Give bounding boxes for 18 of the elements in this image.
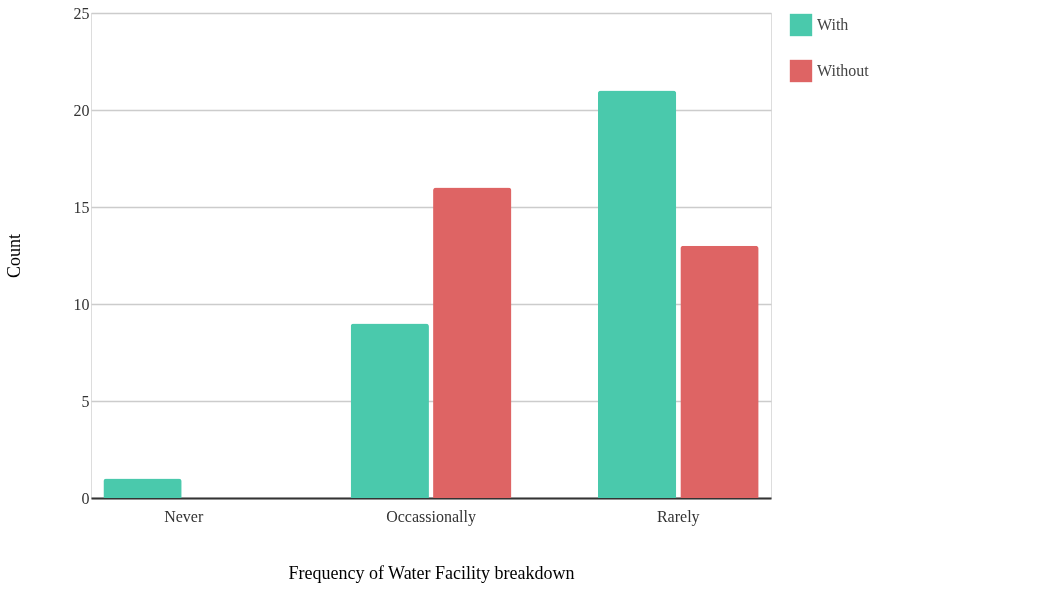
bar	[597, 90, 677, 498]
bar	[433, 187, 512, 498]
bar	[103, 478, 182, 498]
x-tick-label: Occassionally	[386, 507, 476, 526]
bar	[680, 245, 759, 498]
y-tick-label: 10	[73, 295, 90, 313]
legend-label: With	[817, 16, 849, 33]
y-tick-label: 5	[81, 392, 90, 410]
x-tick-label: Rarely	[656, 507, 700, 526]
y-tick-label: 20	[73, 101, 90, 119]
x-tick-label: Never	[164, 507, 204, 525]
y-tick-label: 25	[73, 4, 90, 22]
x-axis-title: Frequency of Water Facility breakdown	[288, 562, 575, 583]
y-axis-title: Count	[3, 233, 24, 279]
legend-label: Without	[817, 62, 870, 79]
y-tick-label: 0	[81, 489, 90, 507]
y-tick-label: 15	[73, 198, 90, 216]
bar	[350, 323, 429, 498]
